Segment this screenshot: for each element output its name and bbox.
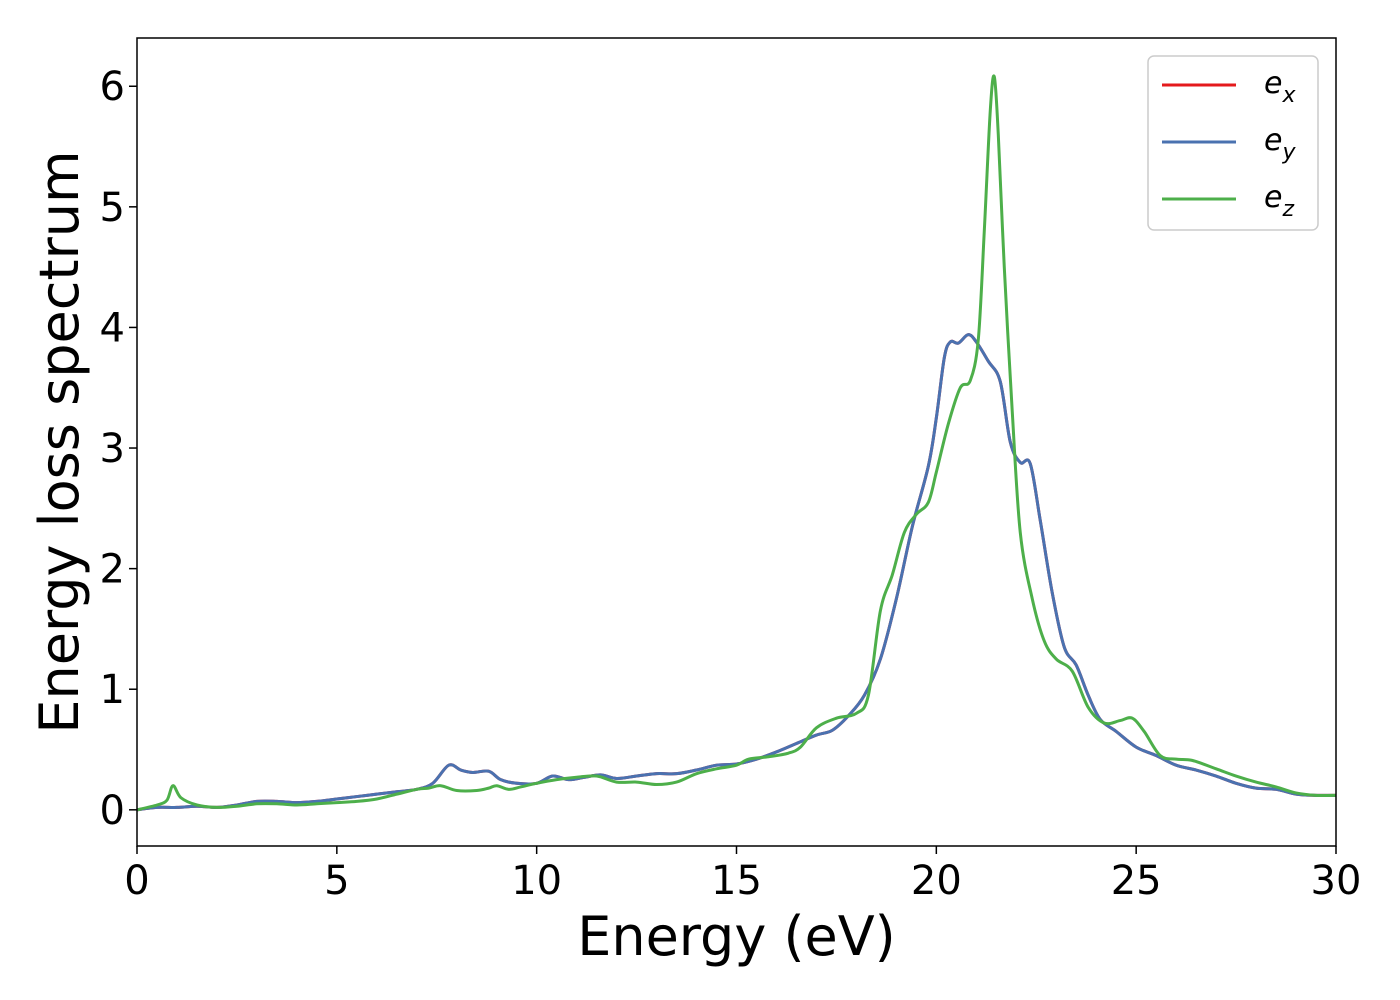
y-tick-label: 1 <box>100 667 125 713</box>
x-tick-label: 25 <box>1111 858 1162 904</box>
legend-label: ey <box>1264 123 1296 165</box>
x-axis-ticks: 0 5 10 15 20 25 30 <box>124 846 1361 904</box>
y-tick-label: 4 <box>100 305 125 351</box>
x-tick-label: 30 <box>1311 858 1362 904</box>
y-tick-label: 2 <box>100 547 125 593</box>
x-tick-label: 20 <box>911 858 962 904</box>
y-axis-ticks: 0 1 2 3 4 5 6 <box>100 64 137 834</box>
series-line-e-x <box>137 333 1336 812</box>
y-axis-label: Energy loss spectrum <box>28 150 91 733</box>
series-line-e-z <box>137 74 1336 812</box>
x-tick-label: 0 <box>124 858 149 904</box>
legend: ex ey ez <box>1147 55 1319 231</box>
x-tick-label: 15 <box>711 858 762 904</box>
series-line-e-y <box>137 333 1336 812</box>
series-lines <box>137 74 1336 812</box>
y-tick-label: 6 <box>100 64 125 110</box>
y-tick-label: 5 <box>100 185 125 231</box>
legend-label: ez <box>1264 180 1294 222</box>
y-tick-label: 3 <box>100 426 125 472</box>
x-tick-label: 10 <box>511 858 562 904</box>
x-axis-label: Energy (eV) <box>577 905 896 968</box>
y-tick-label: 0 <box>100 788 125 834</box>
x-tick-label: 5 <box>324 858 349 904</box>
legend-label: ex <box>1264 66 1296 108</box>
